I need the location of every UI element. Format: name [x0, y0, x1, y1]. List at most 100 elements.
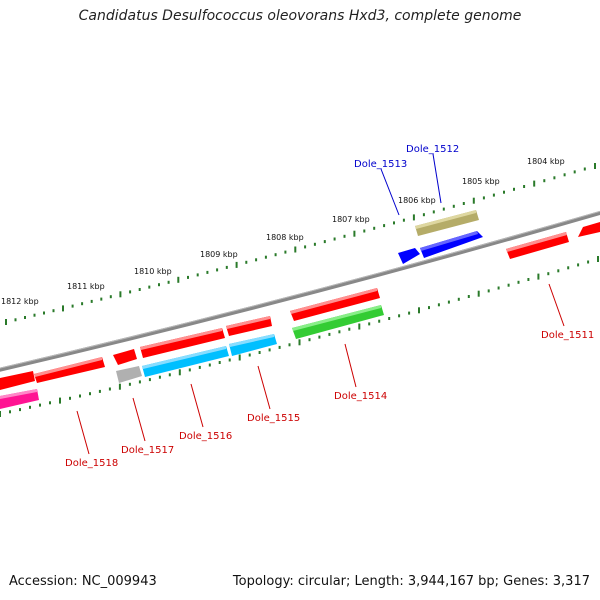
minor-tick: [323, 240, 326, 244]
gene-label-dole-1517[interactable]: Dole_1517: [121, 445, 174, 456]
minor-tick: [408, 311, 411, 315]
minor-tick: [148, 285, 151, 289]
gene-labels: Dole_1512 Dole_1513 Dole_1511 Dole_1514 …: [65, 144, 594, 469]
major-tick: [537, 273, 540, 280]
minor-tick: [288, 343, 291, 347]
minor-tick: [388, 317, 391, 320]
major-tick: [59, 397, 61, 404]
gene-label-dole-1512[interactable]: Dole_1512: [406, 144, 459, 155]
gene-red-c[interactable]: [113, 349, 137, 365]
gene-gray-dole-1517[interactable]: [116, 366, 142, 383]
major-tick: [412, 214, 415, 221]
minor-tick: [167, 280, 170, 284]
minor-tick: [158, 283, 160, 287]
minor-tick: [383, 224, 386, 228]
minor-tick: [24, 316, 26, 319]
gene-green-dole-1514[interactable]: [292, 305, 384, 339]
major-tick: [294, 246, 297, 253]
minor-tick: [264, 255, 267, 259]
minor-tick: [14, 318, 17, 322]
kbp-label-1809: 1809 kbp: [200, 250, 238, 259]
minor-tick: [507, 283, 510, 287]
gene-label-dole-1516[interactable]: Dole_1516: [179, 431, 232, 442]
minor-tick: [517, 280, 520, 284]
minor-tick: [373, 226, 376, 230]
minor-tick: [523, 185, 526, 188]
major-tick: [298, 339, 301, 346]
minor-tick: [225, 265, 228, 269]
minor-tick: [328, 332, 331, 336]
major-tick: [178, 369, 181, 376]
minor-tick: [258, 351, 261, 354]
gene-cyan-dole-1516[interactable]: [142, 346, 229, 377]
minor-tick: [90, 299, 93, 303]
minor-tick: [442, 207, 445, 211]
major-tick: [477, 290, 480, 297]
minor-tick: [452, 204, 455, 208]
minor-tick: [19, 408, 21, 412]
accession-text: Accession: NC_009943: [9, 574, 157, 589]
minor-tick: [284, 250, 287, 254]
gene-label-dole-1515[interactable]: Dole_1515: [247, 413, 300, 424]
kbp-label-1804: 1804 kbp: [527, 157, 565, 166]
minor-tick: [587, 260, 590, 264]
minor-tick: [39, 403, 41, 407]
minor-tick: [333, 237, 336, 241]
gene-label-dole-1513[interactable]: Dole_1513: [354, 159, 407, 170]
minor-tick: [129, 290, 132, 294]
minor-tick: [268, 348, 271, 352]
minor-tick: [100, 297, 103, 301]
minor-tick: [527, 278, 530, 281]
minor-tick: [422, 213, 425, 217]
gene-label-dole-1518[interactable]: Dole_1518: [65, 458, 118, 469]
major-tick: [594, 163, 596, 169]
gene-olive-dole-1512[interactable]: [415, 210, 479, 236]
major-tick: [418, 307, 420, 314]
gene-red-b[interactable]: [140, 328, 225, 358]
minor-tick: [402, 218, 405, 222]
gene-label-dole-1511[interactable]: Dole_1511: [541, 330, 594, 341]
minor-tick: [378, 319, 381, 323]
minor-tick: [248, 353, 251, 357]
minor-tick: [462, 202, 465, 205]
major-tick: [235, 261, 238, 268]
upper-tick-track: [5, 163, 596, 325]
gene-magenta-dole-1518[interactable]: [0, 389, 39, 409]
minor-tick: [467, 295, 470, 298]
minor-tick: [245, 260, 248, 264]
minor-tick: [543, 179, 546, 183]
minor-tick: [187, 275, 189, 279]
gene-blue-dole-1513a[interactable]: [398, 248, 420, 264]
minor-tick: [547, 272, 550, 276]
minor-tick: [228, 358, 231, 362]
minor-tick: [138, 380, 141, 384]
genome-stats-text: Topology: circular; Length: 3,944,167 bp…: [232, 574, 590, 589]
minor-tick: [428, 306, 430, 310]
minor-tick: [206, 270, 209, 274]
gene-features: [0, 210, 600, 409]
gene-red-right-edge[interactable]: [578, 222, 600, 237]
minor-tick: [278, 345, 281, 349]
major-tick: [358, 323, 361, 330]
minor-tick: [69, 396, 71, 400]
gene-cyan-dole-1515[interactable]: [229, 334, 277, 356]
minor-tick: [398, 314, 401, 318]
minor-tick: [198, 365, 201, 369]
gene-red-e[interactable]: [0, 371, 35, 390]
minor-tick: [109, 295, 112, 299]
minor-tick: [158, 375, 161, 379]
major-tick: [62, 305, 64, 312]
minor-tick: [497, 286, 500, 290]
gene-blue-dole-1513b[interactable]: [420, 231, 483, 258]
major-tick: [353, 230, 356, 237]
kbp-label-1811: 1811 kbp: [67, 282, 105, 291]
minor-tick: [128, 382, 131, 386]
major-tick: [238, 354, 241, 361]
minor-tick: [33, 313, 36, 317]
minor-tick: [148, 378, 151, 382]
minor-tick: [304, 245, 307, 249]
gene-red-dole-1514[interactable]: [290, 288, 380, 321]
gene-label-dole-1514[interactable]: Dole_1514: [334, 391, 387, 402]
minor-tick: [513, 187, 515, 191]
